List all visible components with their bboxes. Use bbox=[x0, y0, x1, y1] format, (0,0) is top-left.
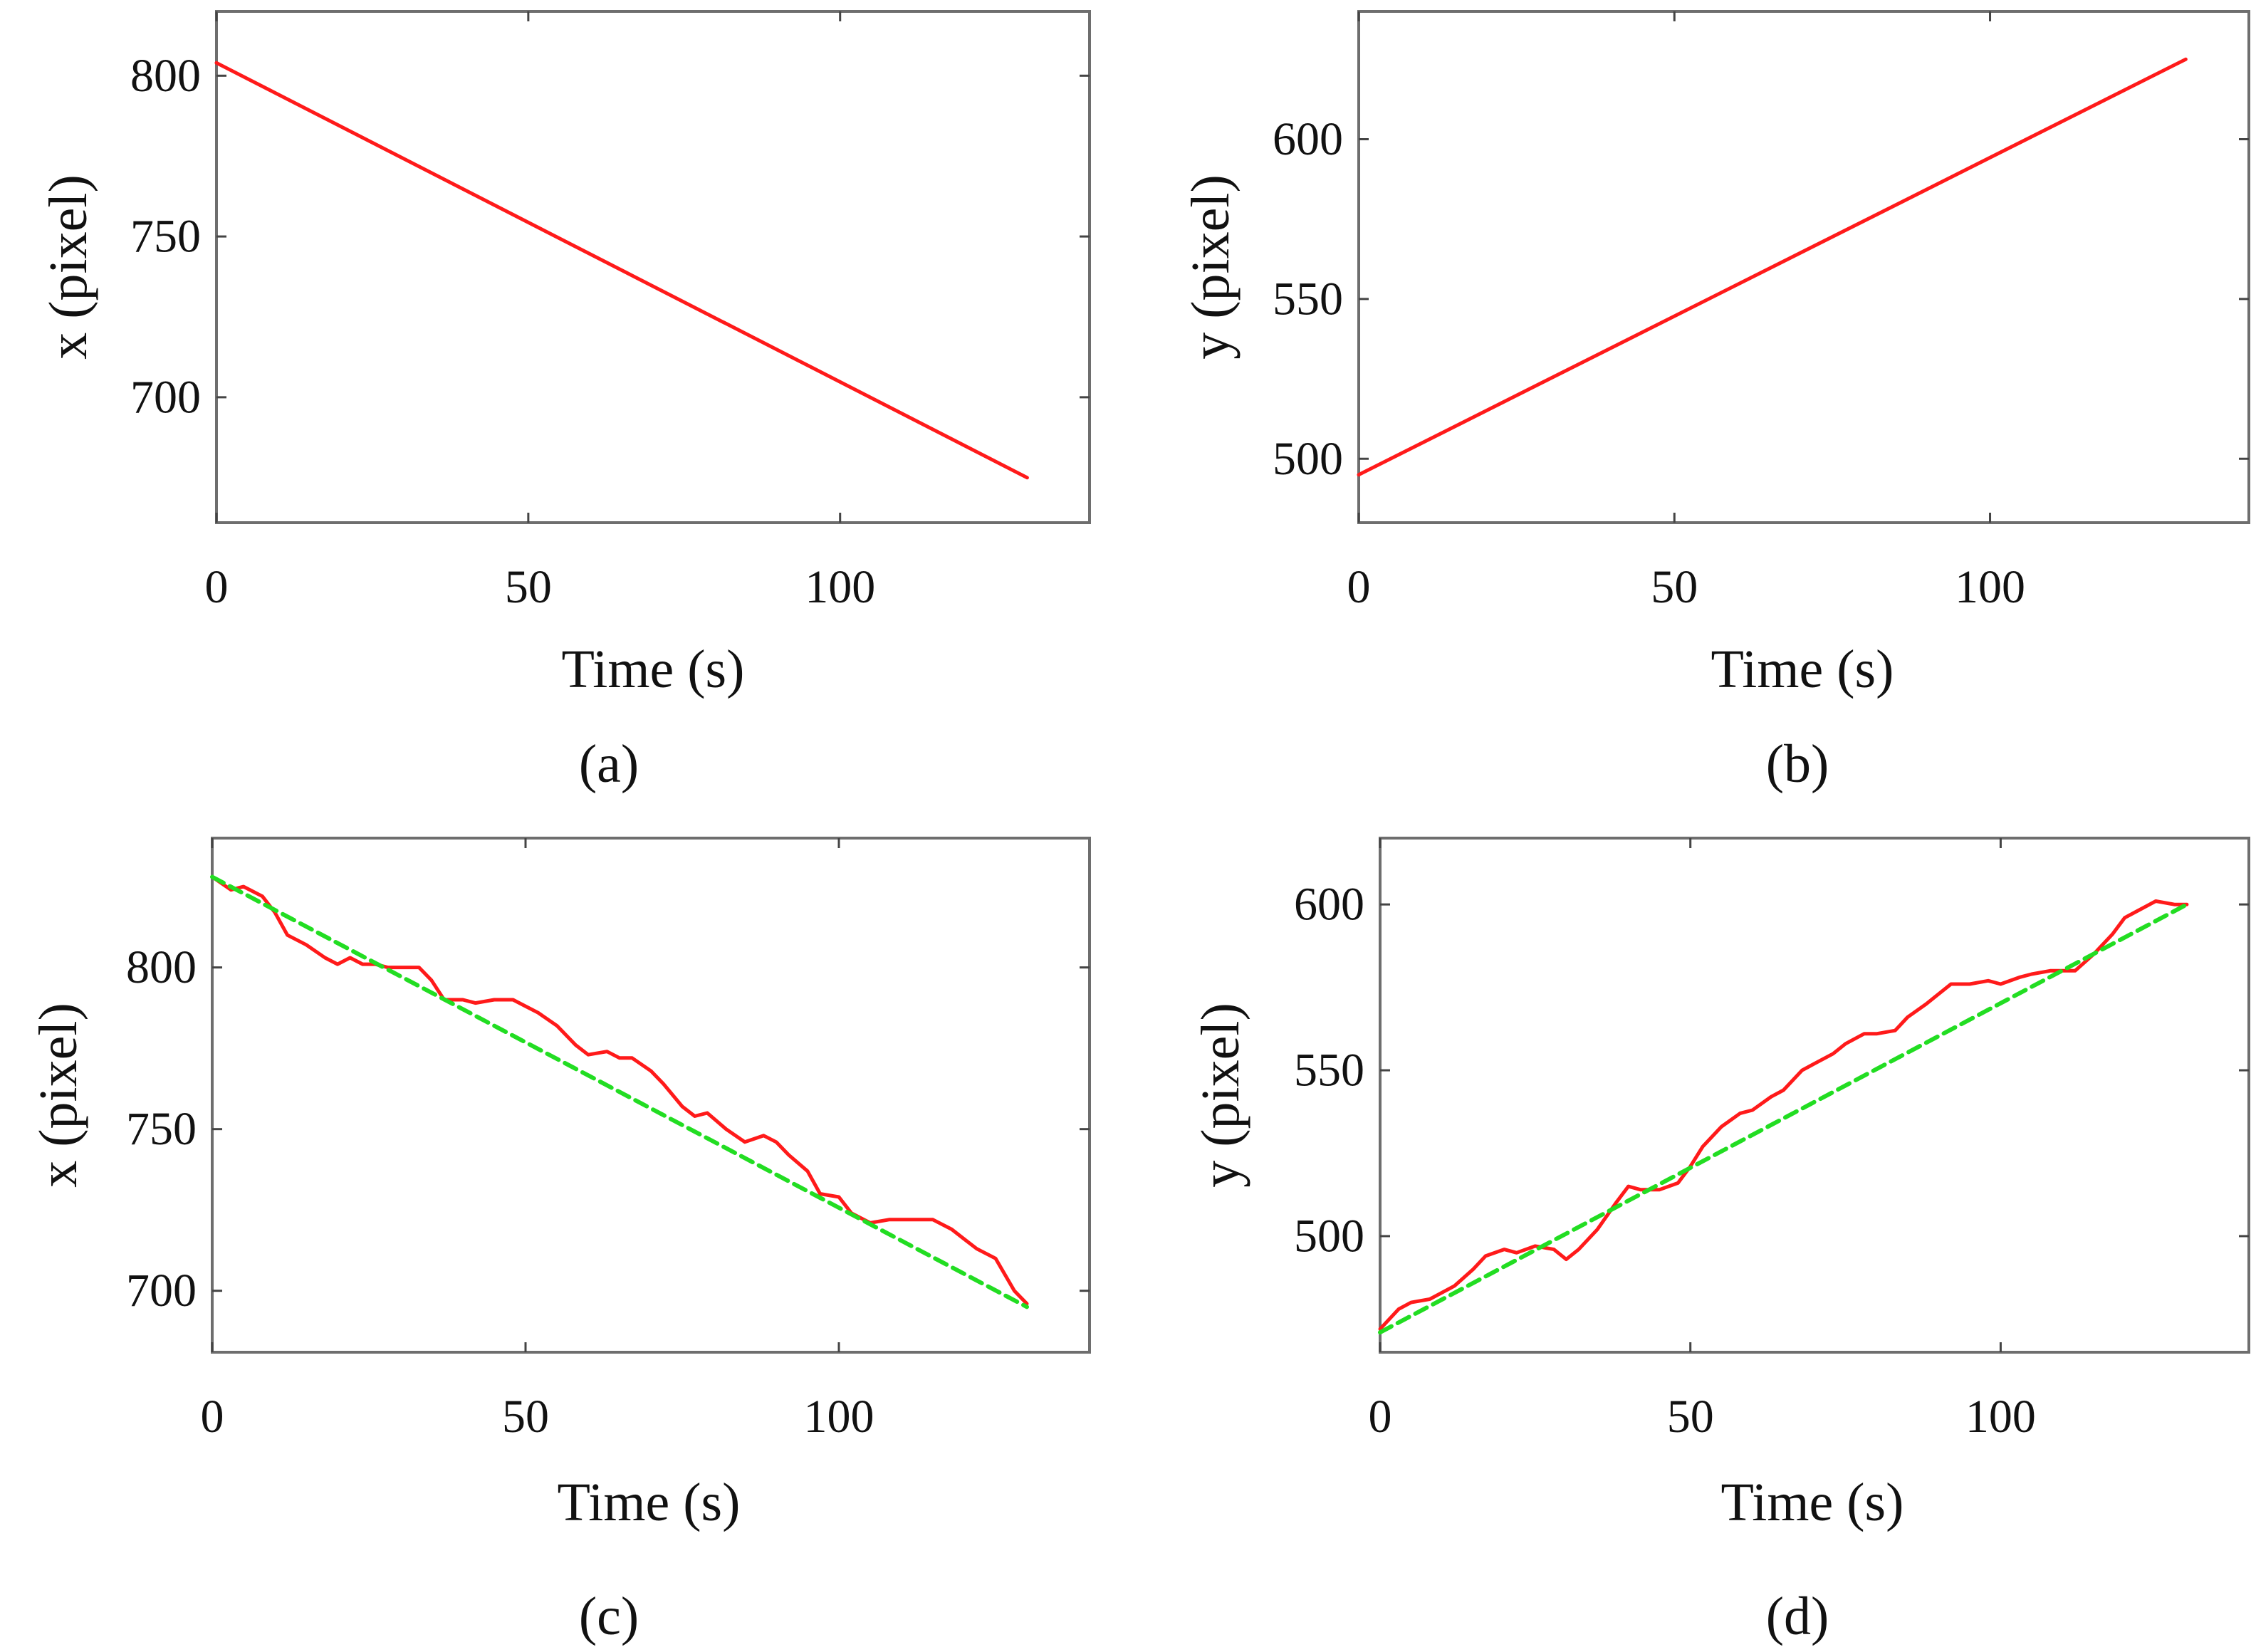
panel-d-y-ticks: 500 550 600 bbox=[1294, 879, 2249, 1262]
panel-a-x-ticks: 0 50 100 bbox=[205, 11, 875, 613]
panel-a-ytick-label: 800 bbox=[130, 50, 201, 102]
panel-a-xtick-label: 50 bbox=[505, 561, 552, 613]
panel-d-ytick-label: 500 bbox=[1294, 1210, 1364, 1262]
panel-d-ylabel: y (pixel) bbox=[1191, 1003, 1250, 1188]
panel-b-xtick-label: 0 bbox=[1347, 561, 1371, 613]
panel-d-series-fit-line bbox=[1378, 902, 2189, 1335]
panel-a-xlabel: Time (s) bbox=[562, 639, 745, 699]
panel-c-caption: (c) bbox=[579, 1586, 639, 1646]
panel-c-y-ticks: 700 750 800 bbox=[126, 941, 1090, 1317]
panel-c-frame bbox=[211, 837, 1091, 1354]
panel-a-series-measured-line bbox=[214, 61, 1029, 480]
panel-d-series-measured-line bbox=[1378, 899, 2189, 1331]
panel-c-x-ticks: 0 50 100 bbox=[201, 838, 874, 1443]
panel-a-ytick-label: 750 bbox=[130, 211, 201, 263]
panel-a-marks bbox=[214, 61, 1029, 480]
panel-c-ytick-label: 800 bbox=[126, 941, 197, 993]
panel-d-xtick-label: 50 bbox=[1667, 1391, 1714, 1443]
panel-a-frame bbox=[215, 10, 1091, 524]
panel-b-xtick-label: 100 bbox=[1955, 561, 2025, 613]
panel-d-xlabel: Time (s) bbox=[1721, 1473, 1904, 1532]
panel-c-marks bbox=[210, 874, 1029, 1309]
panel-d-marks bbox=[1378, 899, 2189, 1335]
panel-b-xlabel: Time (s) bbox=[1711, 639, 1894, 699]
panel-d-xtick-label: 100 bbox=[1965, 1391, 2036, 1443]
panel-b-ytick-label: 500 bbox=[1273, 433, 1343, 485]
panel-c-series-measured-line bbox=[210, 875, 1029, 1306]
panel-b-series-measured-line bbox=[1357, 57, 2188, 477]
panel-b-y-ticks: 500 550 600 bbox=[1273, 113, 2249, 485]
panel-c-xtick-label: 50 bbox=[502, 1391, 549, 1443]
panel-a-ytick-label: 700 bbox=[130, 371, 201, 423]
panel-a-ylabel: x (pixel) bbox=[38, 174, 98, 360]
panel-b-x-ticks: 0 50 100 bbox=[1347, 11, 2025, 613]
panel-c-xtick-label: 100 bbox=[804, 1391, 874, 1443]
panel-c-ytick-label: 700 bbox=[126, 1265, 197, 1317]
panel-b-frame bbox=[1357, 10, 2250, 524]
panel-c-series-fit-line bbox=[210, 874, 1029, 1309]
panel-c-xtick-label: 0 bbox=[201, 1391, 224, 1443]
panel-a-caption: (a) bbox=[579, 734, 639, 794]
panel-d-caption: (d) bbox=[1766, 1586, 1829, 1646]
panel-c: 700 750 800 0 50 100 x (pixel) Time (s) (c) bbox=[28, 837, 1091, 1646]
panel-d-xtick-label: 0 bbox=[1369, 1391, 1392, 1443]
panel-b-xtick-label: 50 bbox=[1651, 561, 1698, 613]
panel-c-ylabel: x (pixel) bbox=[28, 1003, 88, 1188]
panel-b-caption: (b) bbox=[1766, 734, 1829, 794]
panel-c-ytick-label: 750 bbox=[126, 1103, 197, 1155]
panel-d-ytick-label: 550 bbox=[1294, 1045, 1364, 1097]
panel-b-ytick-label: 600 bbox=[1273, 113, 1343, 165]
panel-c-xlabel: Time (s) bbox=[558, 1473, 741, 1532]
panel-b-ylabel: y (pixel) bbox=[1181, 174, 1241, 360]
panel-b-ytick-label: 550 bbox=[1273, 273, 1343, 325]
panel-a: 700 750 800 0 50 100 x (pixel) Time (s) (a) bbox=[38, 10, 1091, 794]
panel-d-ytick-label: 600 bbox=[1294, 879, 1364, 931]
panel-a-xtick-label: 100 bbox=[805, 561, 875, 613]
panel-b: 500 550 600 0 50 100 y (pixel) Time (s) (b) bbox=[1181, 10, 2250, 794]
panel-a-xtick-label: 0 bbox=[205, 561, 229, 613]
panel-a-y-ticks: 700 750 800 bbox=[130, 50, 1090, 423]
panel-d: 500 550 600 0 50 100 y (pixel) Time (s) (d) bbox=[1191, 837, 2250, 1646]
panel-d-x-ticks: 0 50 100 bbox=[1369, 838, 2036, 1443]
panel-b-marks bbox=[1357, 57, 2188, 477]
panel-d-frame bbox=[1379, 837, 2250, 1354]
